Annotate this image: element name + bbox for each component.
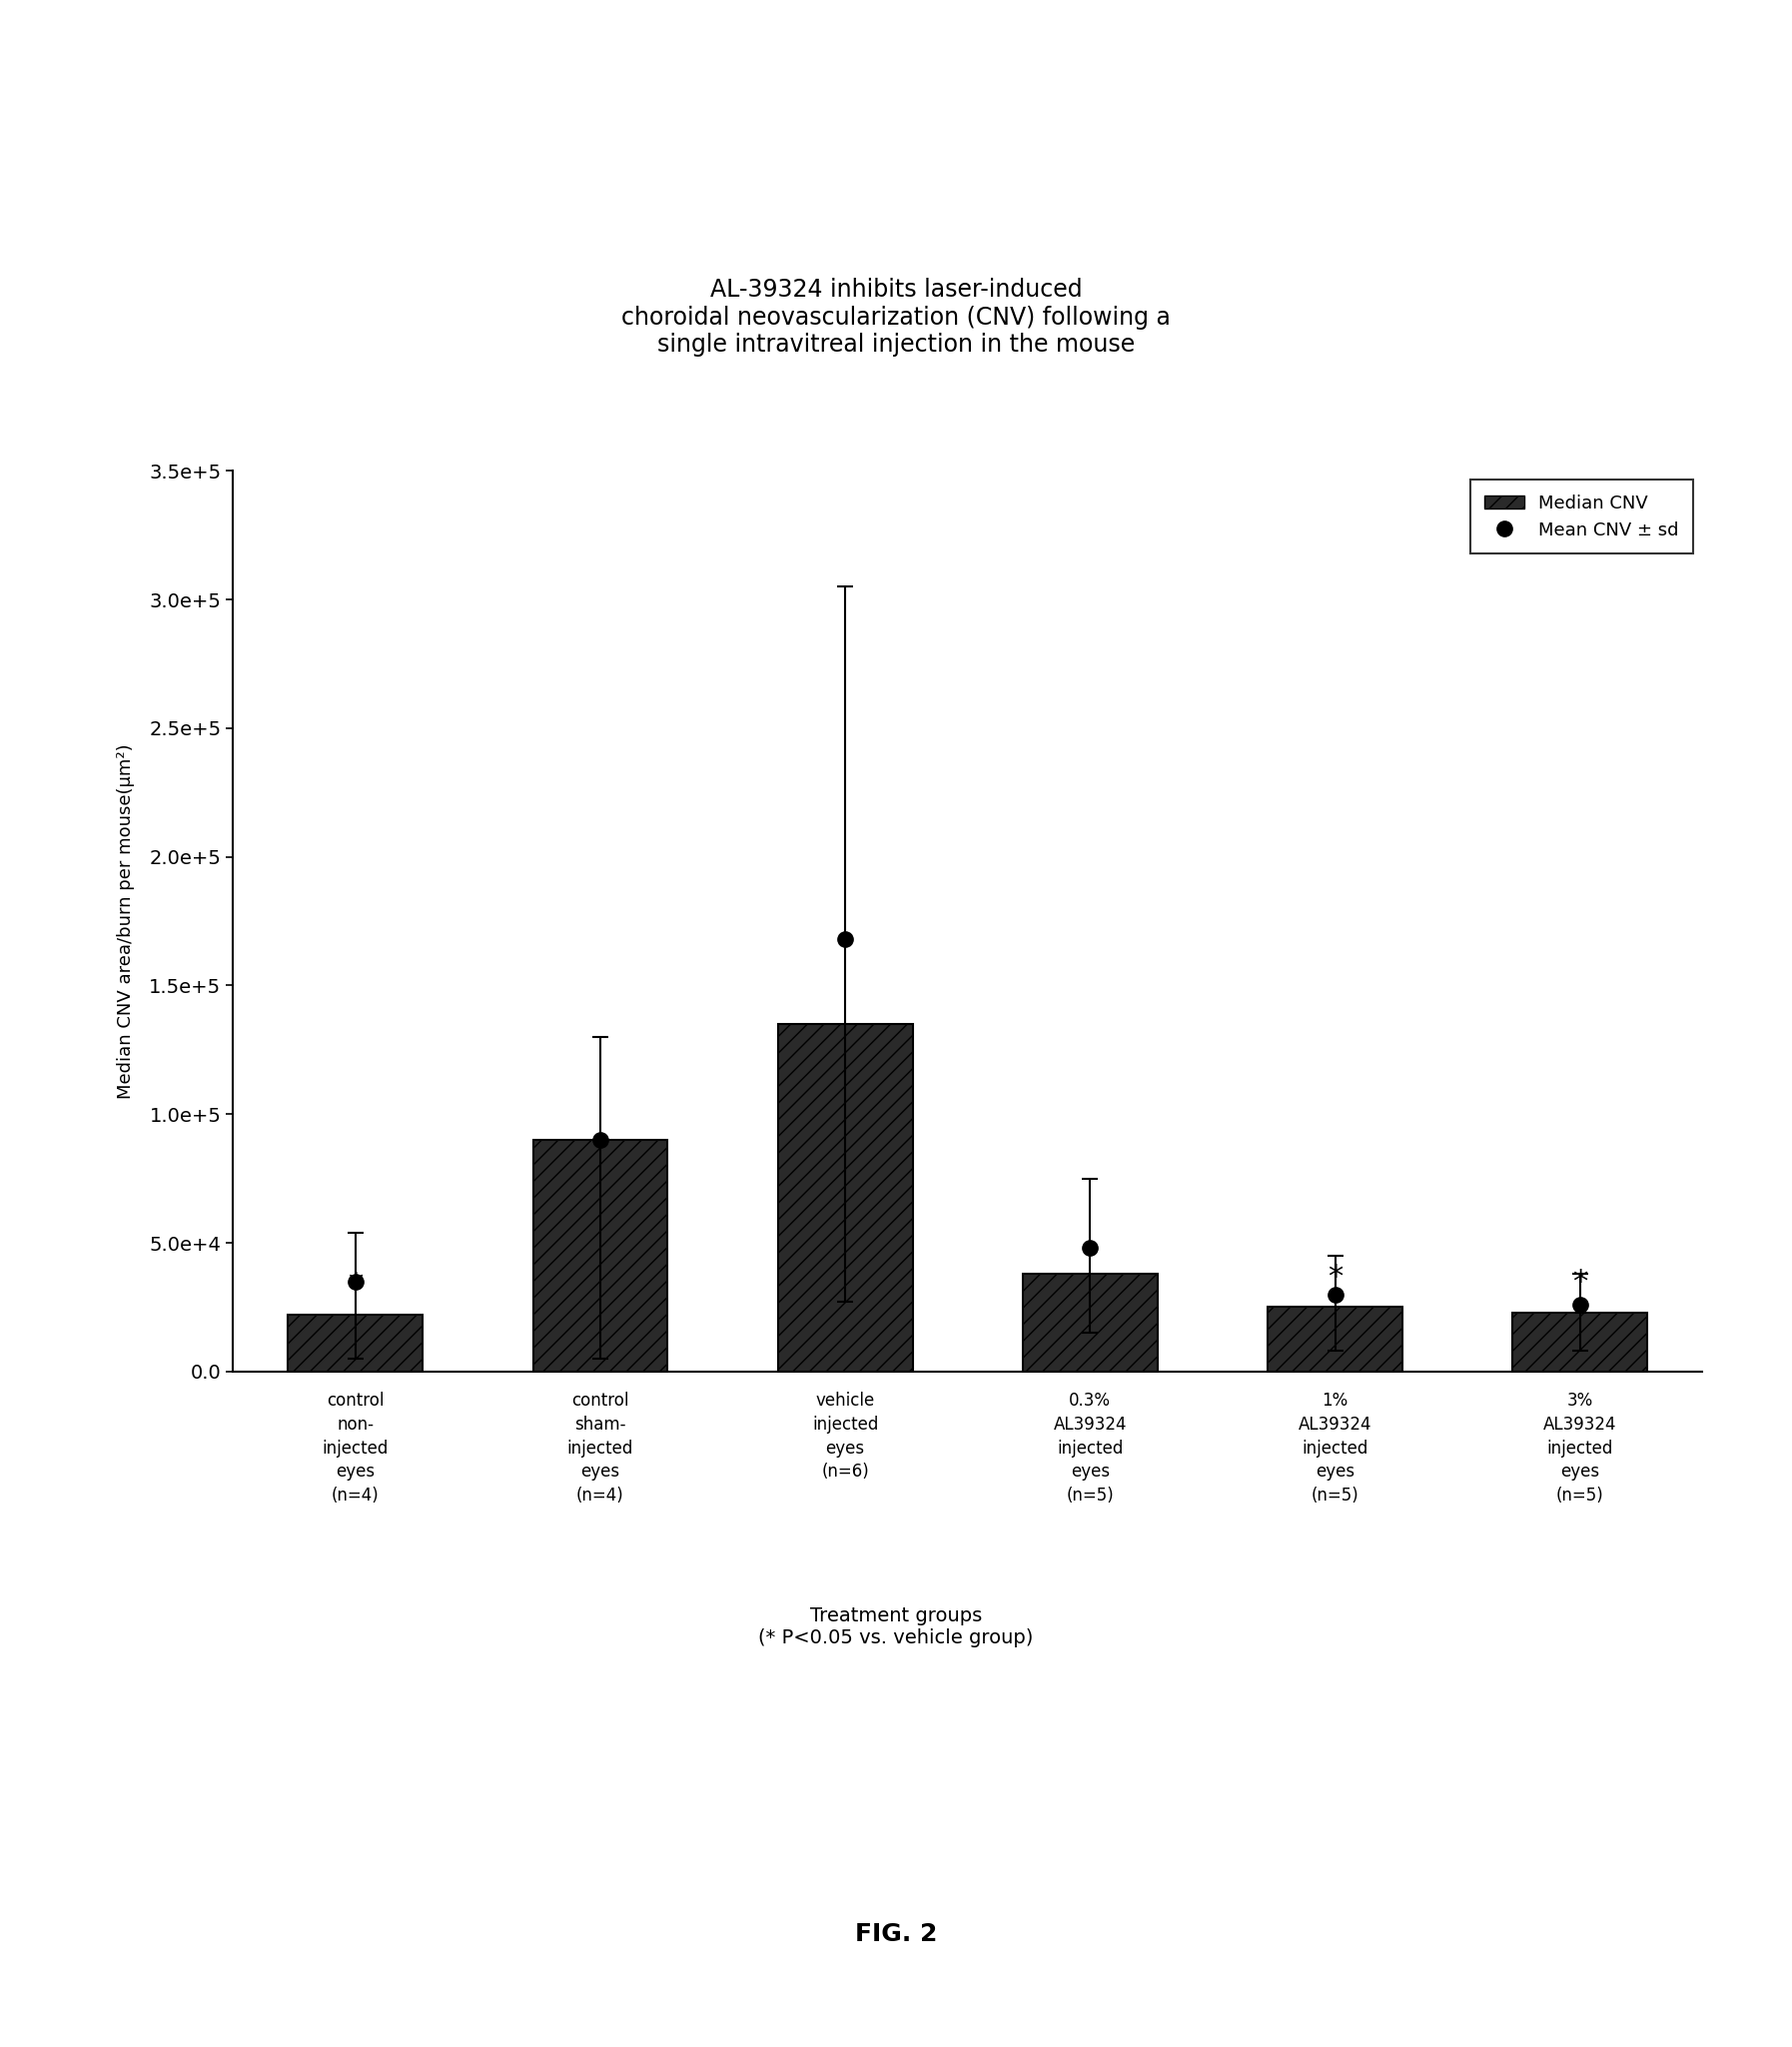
Bar: [1512, 1312, 1647, 1371]
Text: control
non-
injected
eyes
(n=4): control non- injected eyes (n=4): [323, 1392, 389, 1505]
Text: 1%
AL39324
injected
eyes
(n=5): 1% AL39324 injected eyes (n=5): [1299, 1392, 1371, 1505]
Text: *: *: [1328, 1263, 1342, 1292]
Bar: [1267, 1308, 1403, 1371]
Text: vehicle
injected
eyes
(n=6): vehicle injected eyes (n=6): [812, 1392, 878, 1480]
Text: 0.3%
AL39324
injected
eyes
(n=5): 0.3% AL39324 injected eyes (n=5): [1054, 1392, 1127, 1505]
Text: *: *: [348, 1271, 364, 1300]
Bar: [1023, 1273, 1158, 1371]
Y-axis label: Median CNV area/burn per mouse(μm²): Median CNV area/burn per mouse(μm²): [116, 743, 134, 1099]
Text: AL-39324 inhibits laser-induced
choroidal neovascularization (CNV) following a
s: AL-39324 inhibits laser-induced choroida…: [622, 278, 1170, 356]
Text: Treatment groups
(* P<0.05 vs. vehicle group): Treatment groups (* P<0.05 vs. vehicle g…: [758, 1607, 1034, 1648]
Bar: [532, 1140, 668, 1371]
Legend: Median CNV, Mean CNV ± sd: Median CNV, Mean CNV ± sd: [1469, 479, 1693, 553]
Text: *: *: [1572, 1267, 1588, 1298]
Text: FIG. 2: FIG. 2: [855, 1922, 937, 1947]
Text: 3%
AL39324
injected
eyes
(n=5): 3% AL39324 injected eyes (n=5): [1543, 1392, 1616, 1505]
Bar: [778, 1024, 912, 1371]
Bar: [289, 1314, 423, 1371]
Text: control
sham-
injected
eyes
(n=4): control sham- injected eyes (n=4): [568, 1392, 633, 1505]
